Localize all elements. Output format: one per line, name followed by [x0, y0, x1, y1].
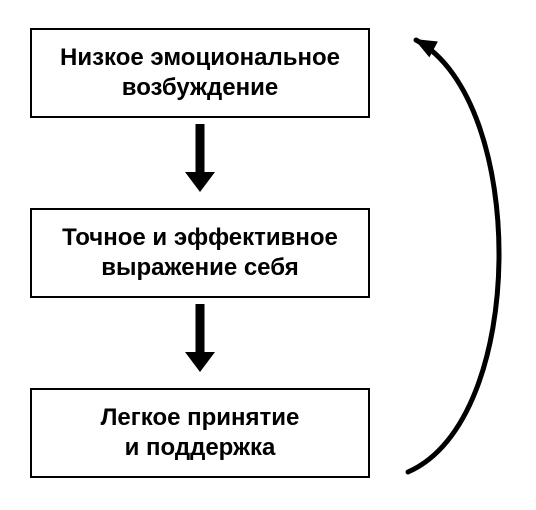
feedback-curve — [408, 40, 499, 472]
node-label-line2: возбуждение — [122, 74, 278, 101]
flowchart-canvas: Низкое эмоциональное возбуждение Точное и … — [0, 0, 536, 510]
flow-node-n2: Точное и эффективное выражение себя — [30, 208, 370, 298]
feedback-curve-arrowhead — [414, 39, 438, 57]
node-label-line1: Легкое принятие — [101, 404, 300, 431]
arrow-down-a2 — [185, 304, 215, 372]
node-label-line2: выражение себя — [101, 254, 298, 281]
node-label-line2: и поддержка — [125, 434, 276, 461]
node-label-line1: Точное и эффективное — [62, 224, 338, 251]
arrow-down-a1 — [185, 124, 215, 192]
flow-node-n3: Легкое принятие и поддержка — [30, 388, 370, 478]
flow-node-n1: Низкое эмоциональное возбуждение — [30, 28, 370, 118]
node-label-line1: Низкое эмоциональное — [60, 44, 340, 71]
